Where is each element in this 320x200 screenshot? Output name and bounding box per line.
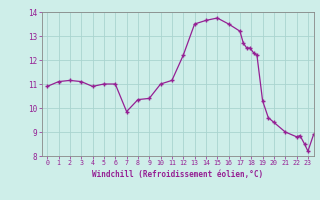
X-axis label: Windchill (Refroidissement éolien,°C): Windchill (Refroidissement éolien,°C) xyxy=(92,170,263,179)
